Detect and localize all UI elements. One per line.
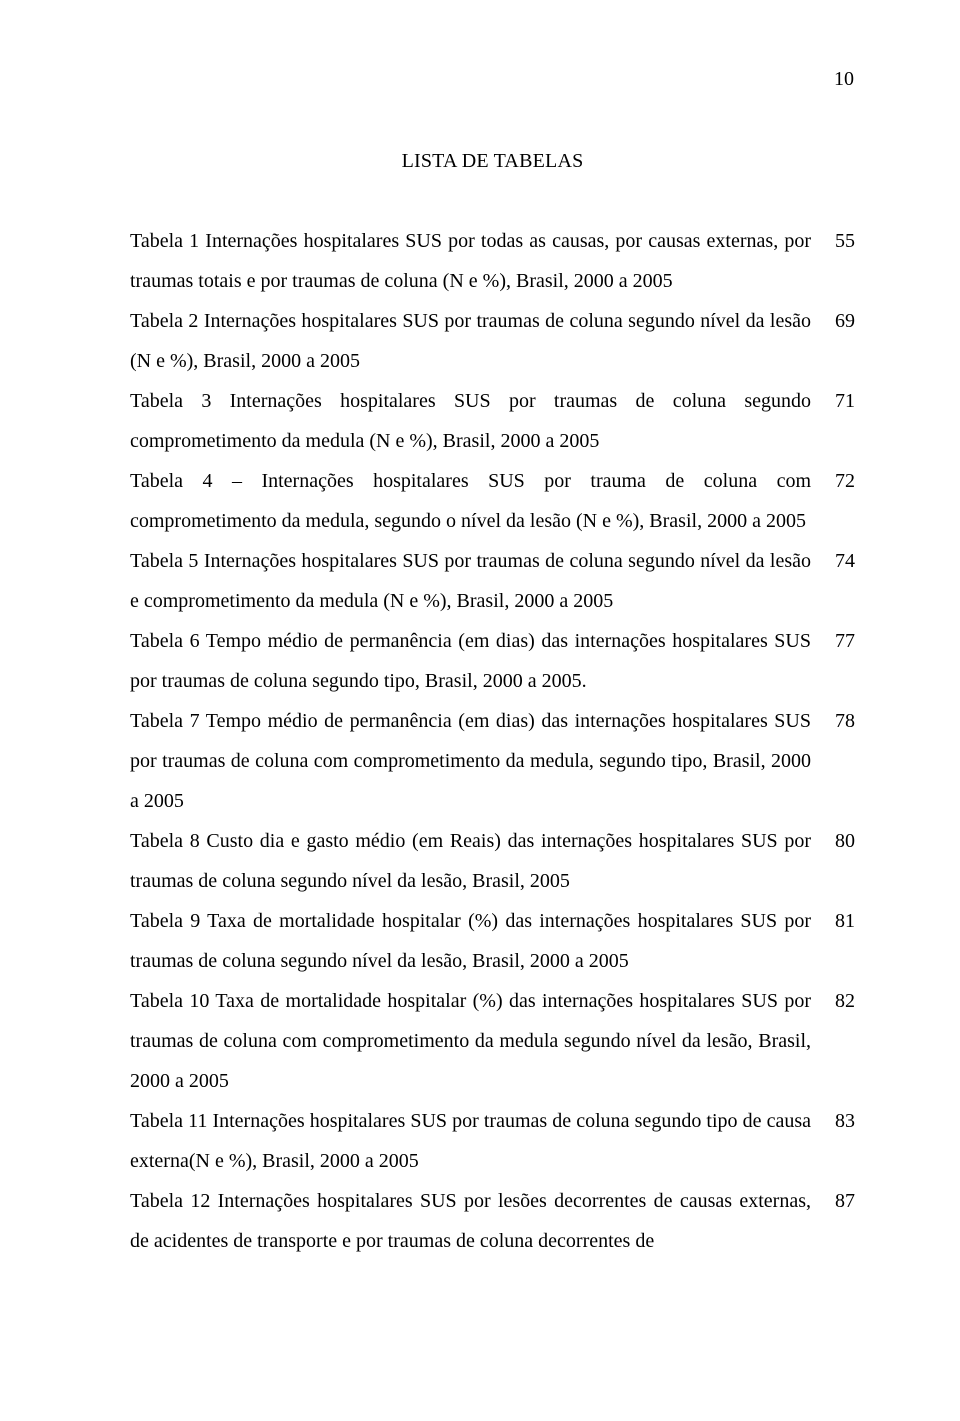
entry-page-number: 87 [815, 1181, 855, 1221]
table-entry: Tabela 2 Internações hospitalares SUS po… [130, 301, 855, 381]
entry-text: Tabela 5 Internações hospitalares SUS po… [130, 550, 811, 612]
entry-page-number: 71 [815, 381, 855, 421]
entry-text: Tabela 12 Internações hospitalares SUS p… [130, 1190, 811, 1252]
entry-text: Tabela 8 Custo dia e gasto médio (em Rea… [130, 830, 811, 892]
entry-page-number: 72 [815, 461, 855, 501]
table-entry: Tabela 1 Internações hospitalares SUS po… [130, 221, 855, 301]
table-entry: Tabela 3 Internações hospitalares SUS po… [130, 381, 855, 461]
entry-text: Tabela 11 Internações hospitalares SUS p… [130, 1110, 811, 1172]
entry-page-number: 78 [815, 701, 855, 741]
table-entry: Tabela 12 Internações hospitalares SUS p… [130, 1181, 855, 1261]
entry-text: Tabela 10 Taxa de mortalidade hospitalar… [130, 990, 811, 1092]
document-page: 10 LISTA DE TABELAS Tabela 1 Internações… [0, 0, 960, 1421]
table-entry: Tabela 8 Custo dia e gasto médio (em Rea… [130, 821, 855, 901]
table-list: Tabela 1 Internações hospitalares SUS po… [130, 221, 855, 1261]
entry-page-number: 81 [815, 901, 855, 941]
entry-page-number: 80 [815, 821, 855, 861]
entry-text: Tabela 1 Internações hospitalares SUS po… [130, 230, 811, 292]
entry-page-number: 74 [815, 541, 855, 581]
entry-text: Tabela 4 – Internações hospitalares SUS … [130, 470, 811, 532]
entry-page-number: 55 [815, 221, 855, 261]
table-entry: Tabela 4 – Internações hospitalares SUS … [130, 461, 855, 541]
page-number: 10 [834, 68, 854, 91]
table-entry: Tabela 6 Tempo médio de permanência (em … [130, 621, 855, 701]
entry-page-number: 82 [815, 981, 855, 1021]
entry-page-number: 69 [815, 301, 855, 341]
table-entry: Tabela 9 Taxa de mortalidade hospitalar … [130, 901, 855, 981]
entry-text: Tabela 3 Internações hospitalares SUS po… [130, 390, 811, 452]
entry-text: Tabela 6 Tempo médio de permanência (em … [130, 630, 811, 692]
entry-page-number: 77 [815, 621, 855, 661]
entry-text: Tabela 9 Taxa de mortalidade hospitalar … [130, 910, 811, 972]
table-entry: Tabela 10 Taxa de mortalidade hospitalar… [130, 981, 855, 1101]
entry-text: Tabela 2 Internações hospitalares SUS po… [130, 310, 811, 372]
entry-page-number: 83 [815, 1101, 855, 1141]
table-entry: Tabela 11 Internações hospitalares SUS p… [130, 1101, 855, 1181]
list-heading: LISTA DE TABELAS [130, 150, 855, 173]
table-entry: Tabela 7 Tempo médio de permanência (em … [130, 701, 855, 821]
table-entry: Tabela 5 Internações hospitalares SUS po… [130, 541, 855, 621]
entry-text: Tabela 7 Tempo médio de permanência (em … [130, 710, 811, 812]
